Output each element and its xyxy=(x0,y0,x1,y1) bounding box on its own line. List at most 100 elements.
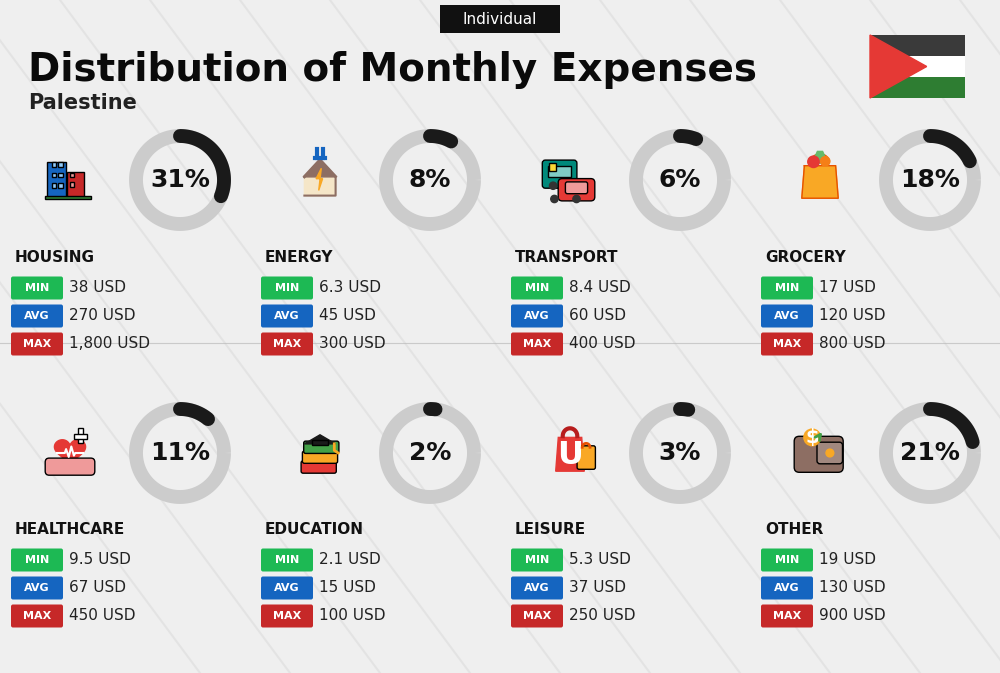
Text: 900 USD: 900 USD xyxy=(819,608,886,623)
Text: 11%: 11% xyxy=(150,441,210,465)
Text: ENERGY: ENERGY xyxy=(265,250,334,266)
Circle shape xyxy=(573,195,580,203)
FancyBboxPatch shape xyxy=(511,548,563,571)
Text: MIN: MIN xyxy=(275,283,299,293)
FancyBboxPatch shape xyxy=(70,173,74,178)
Text: MAX: MAX xyxy=(273,339,301,349)
Text: 9.5 USD: 9.5 USD xyxy=(69,553,131,567)
Polygon shape xyxy=(304,160,336,196)
Text: EDUCATION: EDUCATION xyxy=(265,522,364,538)
FancyBboxPatch shape xyxy=(870,77,965,98)
FancyBboxPatch shape xyxy=(761,604,813,627)
Text: U: U xyxy=(557,440,583,471)
Text: 100 USD: 100 USD xyxy=(319,608,386,623)
Text: OTHER: OTHER xyxy=(765,522,823,538)
Text: 8%: 8% xyxy=(409,168,451,192)
FancyBboxPatch shape xyxy=(548,166,571,178)
FancyBboxPatch shape xyxy=(45,196,91,199)
Circle shape xyxy=(808,156,819,168)
Text: 130 USD: 130 USD xyxy=(819,581,886,596)
Text: HOUSING: HOUSING xyxy=(15,250,95,266)
Circle shape xyxy=(804,429,821,446)
Text: MAX: MAX xyxy=(23,339,51,349)
FancyBboxPatch shape xyxy=(440,5,560,33)
Text: AVG: AVG xyxy=(524,311,550,321)
Text: MIN: MIN xyxy=(275,555,299,565)
Polygon shape xyxy=(54,439,86,466)
Text: MAX: MAX xyxy=(523,339,551,349)
Text: MAX: MAX xyxy=(273,611,301,621)
Text: MIN: MIN xyxy=(525,283,549,293)
Text: 120 USD: 120 USD xyxy=(819,308,886,324)
Text: AVG: AVG xyxy=(24,311,50,321)
FancyBboxPatch shape xyxy=(261,548,313,571)
Text: AVG: AVG xyxy=(774,311,800,321)
Text: MIN: MIN xyxy=(25,555,49,565)
FancyBboxPatch shape xyxy=(58,173,63,178)
Text: LEISURE: LEISURE xyxy=(515,522,586,538)
FancyBboxPatch shape xyxy=(761,277,813,299)
FancyBboxPatch shape xyxy=(11,577,63,600)
Text: 31%: 31% xyxy=(150,168,210,192)
FancyBboxPatch shape xyxy=(761,548,813,571)
FancyBboxPatch shape xyxy=(761,332,813,355)
Text: MAX: MAX xyxy=(23,611,51,621)
Polygon shape xyxy=(316,168,323,190)
FancyBboxPatch shape xyxy=(261,304,313,328)
FancyBboxPatch shape xyxy=(78,428,83,443)
FancyBboxPatch shape xyxy=(301,461,336,473)
FancyBboxPatch shape xyxy=(74,433,87,439)
Text: Palestine: Palestine xyxy=(28,93,137,113)
FancyBboxPatch shape xyxy=(794,436,843,472)
Text: AVG: AVG xyxy=(274,583,300,593)
FancyBboxPatch shape xyxy=(11,548,63,571)
FancyBboxPatch shape xyxy=(511,577,563,600)
FancyBboxPatch shape xyxy=(45,458,95,475)
FancyBboxPatch shape xyxy=(70,182,74,186)
Text: 270 USD: 270 USD xyxy=(69,308,136,324)
FancyBboxPatch shape xyxy=(52,173,56,178)
Text: MIN: MIN xyxy=(525,555,549,565)
Text: TRANSPORT: TRANSPORT xyxy=(515,250,618,266)
Text: AVG: AVG xyxy=(274,311,300,321)
Text: 18%: 18% xyxy=(900,168,960,192)
Text: MIN: MIN xyxy=(25,283,49,293)
FancyBboxPatch shape xyxy=(511,332,563,355)
FancyBboxPatch shape xyxy=(511,277,563,299)
Text: 45 USD: 45 USD xyxy=(319,308,376,324)
Circle shape xyxy=(826,449,834,457)
Text: 5.3 USD: 5.3 USD xyxy=(569,553,631,567)
FancyBboxPatch shape xyxy=(511,304,563,328)
Text: 400 USD: 400 USD xyxy=(569,336,636,351)
FancyBboxPatch shape xyxy=(870,56,965,77)
FancyBboxPatch shape xyxy=(11,332,63,355)
Text: HEALTHCARE: HEALTHCARE xyxy=(15,522,125,538)
Text: 38 USD: 38 USD xyxy=(69,281,126,295)
Text: 67 USD: 67 USD xyxy=(69,581,126,596)
FancyBboxPatch shape xyxy=(67,172,84,199)
FancyBboxPatch shape xyxy=(761,304,813,328)
Text: MAX: MAX xyxy=(773,339,801,349)
FancyBboxPatch shape xyxy=(261,277,313,299)
FancyBboxPatch shape xyxy=(58,162,63,167)
FancyBboxPatch shape xyxy=(542,160,577,188)
FancyBboxPatch shape xyxy=(52,183,56,188)
FancyBboxPatch shape xyxy=(11,277,63,299)
Text: MIN: MIN xyxy=(775,283,799,293)
FancyBboxPatch shape xyxy=(817,442,842,464)
Polygon shape xyxy=(556,437,584,471)
Text: 250 USD: 250 USD xyxy=(569,608,636,623)
Text: 15 USD: 15 USD xyxy=(319,581,376,596)
FancyBboxPatch shape xyxy=(549,163,556,171)
Circle shape xyxy=(549,182,557,189)
FancyBboxPatch shape xyxy=(261,332,313,355)
Text: 17 USD: 17 USD xyxy=(819,281,876,295)
FancyBboxPatch shape xyxy=(304,441,339,454)
FancyBboxPatch shape xyxy=(47,162,66,199)
Text: AVG: AVG xyxy=(24,583,50,593)
Text: MAX: MAX xyxy=(523,611,551,621)
FancyBboxPatch shape xyxy=(58,183,63,188)
FancyBboxPatch shape xyxy=(577,446,595,469)
Circle shape xyxy=(566,182,574,189)
FancyBboxPatch shape xyxy=(761,577,813,600)
